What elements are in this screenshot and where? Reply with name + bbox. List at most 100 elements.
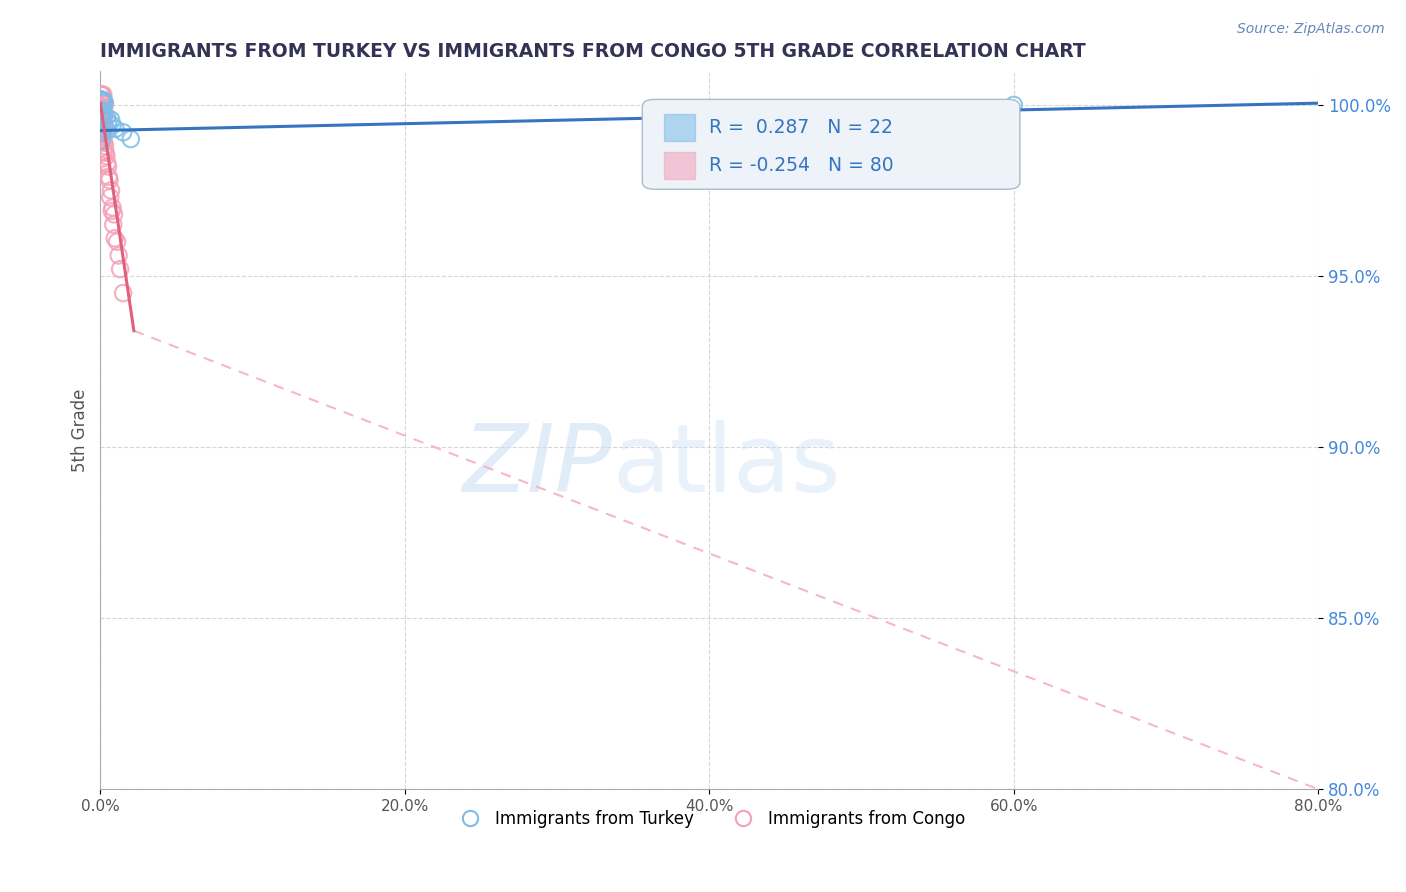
Point bbox=[96, 123, 118, 137]
Point bbox=[91, 94, 114, 108]
Point bbox=[90, 124, 112, 138]
Point bbox=[100, 183, 122, 197]
Point bbox=[90, 111, 112, 125]
Point bbox=[98, 173, 121, 187]
Point bbox=[90, 133, 112, 147]
Point bbox=[94, 145, 117, 160]
Point bbox=[93, 97, 115, 112]
Point bbox=[93, 103, 115, 118]
Point bbox=[90, 102, 112, 116]
Point bbox=[91, 110, 114, 124]
Point bbox=[90, 94, 112, 108]
Point bbox=[90, 111, 112, 125]
Point bbox=[91, 96, 114, 111]
Y-axis label: 5th Grade: 5th Grade bbox=[72, 388, 89, 472]
Point bbox=[104, 231, 127, 245]
Point bbox=[120, 132, 142, 146]
Point bbox=[90, 121, 112, 136]
Point bbox=[90, 99, 112, 113]
Point bbox=[100, 203, 122, 218]
Point bbox=[90, 107, 112, 121]
Text: ZIP: ZIP bbox=[463, 420, 612, 511]
Point bbox=[91, 158, 114, 172]
Point bbox=[97, 115, 120, 129]
Point bbox=[91, 88, 114, 103]
Point bbox=[90, 132, 112, 146]
Point bbox=[93, 102, 115, 116]
Point bbox=[96, 110, 118, 124]
Point bbox=[91, 119, 114, 133]
Point bbox=[90, 93, 112, 107]
Point bbox=[101, 119, 124, 133]
Point bbox=[90, 87, 112, 102]
Point bbox=[93, 145, 115, 159]
Point bbox=[91, 152, 114, 166]
Point bbox=[90, 92, 112, 106]
Point bbox=[98, 190, 121, 204]
Point bbox=[108, 262, 131, 277]
Point bbox=[90, 125, 112, 139]
Point bbox=[91, 107, 114, 121]
Point bbox=[91, 127, 114, 141]
Point bbox=[90, 102, 112, 116]
Point bbox=[93, 121, 115, 136]
Point bbox=[90, 104, 112, 119]
Point bbox=[90, 100, 112, 114]
Point bbox=[91, 87, 114, 102]
Point bbox=[90, 114, 112, 128]
Text: R =  0.287   N = 22: R = 0.287 N = 22 bbox=[709, 119, 893, 137]
Point bbox=[90, 112, 112, 126]
Point bbox=[90, 93, 112, 107]
Point bbox=[93, 103, 115, 118]
Point bbox=[93, 114, 115, 128]
Point bbox=[93, 107, 115, 121]
Point bbox=[90, 103, 112, 118]
Point bbox=[93, 111, 115, 125]
Point bbox=[90, 112, 112, 127]
FancyBboxPatch shape bbox=[643, 99, 1019, 189]
Point bbox=[91, 125, 114, 139]
Point bbox=[90, 121, 112, 136]
FancyBboxPatch shape bbox=[664, 114, 695, 141]
Point bbox=[112, 286, 135, 301]
Point bbox=[90, 112, 112, 126]
Point bbox=[103, 218, 125, 232]
Text: atlas: atlas bbox=[612, 420, 841, 512]
Point bbox=[1002, 98, 1025, 112]
Text: R = -0.254   N = 80: R = -0.254 N = 80 bbox=[709, 156, 894, 175]
Point bbox=[90, 101, 112, 115]
Point bbox=[93, 111, 115, 125]
Point bbox=[112, 125, 135, 139]
Point bbox=[91, 125, 114, 139]
Point bbox=[91, 107, 114, 121]
Point bbox=[91, 104, 114, 119]
Point bbox=[90, 134, 112, 148]
Point bbox=[94, 97, 117, 112]
Point bbox=[90, 99, 112, 113]
Point bbox=[93, 120, 115, 135]
Point bbox=[91, 132, 114, 146]
Point bbox=[96, 149, 118, 163]
Point bbox=[91, 102, 114, 116]
Point bbox=[91, 117, 114, 131]
Point bbox=[104, 121, 127, 136]
Point bbox=[93, 132, 115, 146]
Point bbox=[97, 169, 120, 184]
Point bbox=[101, 201, 124, 215]
Point bbox=[91, 111, 114, 125]
Point bbox=[91, 113, 114, 128]
Point bbox=[94, 139, 117, 153]
Legend: Immigrants from Turkey, Immigrants from Congo: Immigrants from Turkey, Immigrants from … bbox=[446, 804, 973, 835]
Point bbox=[97, 160, 120, 174]
Point bbox=[91, 109, 114, 123]
Point bbox=[90, 87, 112, 102]
Text: IMMIGRANTS FROM TURKEY VS IMMIGRANTS FROM CONGO 5TH GRADE CORRELATION CHART: IMMIGRANTS FROM TURKEY VS IMMIGRANTS FRO… bbox=[100, 42, 1085, 61]
Point bbox=[103, 207, 125, 221]
Point bbox=[90, 109, 112, 123]
Point bbox=[100, 112, 122, 127]
Point bbox=[90, 103, 112, 117]
Point bbox=[91, 118, 114, 132]
Point bbox=[105, 235, 128, 249]
FancyBboxPatch shape bbox=[664, 152, 695, 179]
Point bbox=[91, 126, 114, 140]
